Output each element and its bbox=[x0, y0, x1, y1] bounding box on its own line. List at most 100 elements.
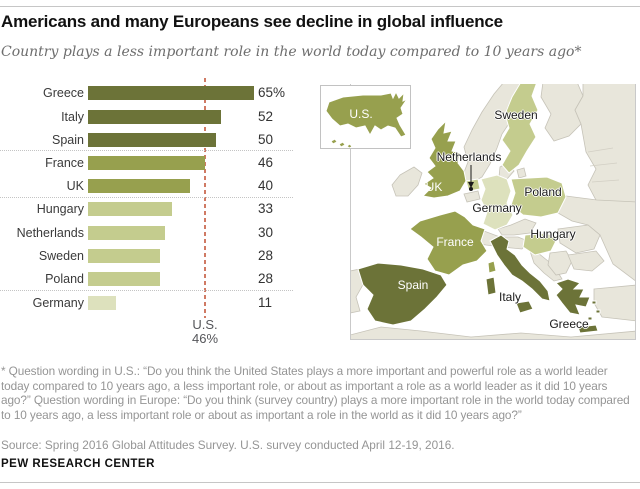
map-germany bbox=[480, 174, 514, 231]
us-reference-line bbox=[204, 78, 206, 318]
bar-row: France 46 bbox=[0, 156, 300, 170]
tier-separator bbox=[0, 290, 293, 291]
bar-value: 33 bbox=[258, 201, 274, 216]
page-subtitle: Country plays a less important role in t… bbox=[1, 44, 582, 60]
bar-label: Spain bbox=[52, 133, 84, 147]
bar-label: Poland bbox=[45, 272, 84, 286]
us-reference-label-line1: U.S. bbox=[192, 317, 218, 332]
map-corsica bbox=[487, 260, 497, 274]
map-label-germany: Germany bbox=[472, 201, 522, 215]
bar bbox=[88, 133, 216, 147]
map-label-italy: Italy bbox=[498, 290, 522, 304]
europe-map-shapes bbox=[351, 84, 635, 339]
us-reference-label-line2: 46% bbox=[191, 331, 219, 346]
bar-row: Sweden 28 bbox=[0, 249, 300, 263]
map-france bbox=[409, 210, 488, 276]
bar-row: Hungary 33 bbox=[0, 202, 300, 216]
footnote: * Question wording in U.S.: “Do you thin… bbox=[1, 364, 630, 422]
netherlands-dot bbox=[469, 187, 473, 191]
map-greek-islands bbox=[587, 300, 601, 321]
bar bbox=[88, 156, 205, 170]
map-turkey bbox=[593, 284, 635, 322]
map-label-sweden: Sweden bbox=[494, 108, 538, 122]
bar-row: Spain 50 bbox=[0, 133, 300, 147]
map-ireland bbox=[391, 166, 423, 197]
bar-label: Germany bbox=[32, 296, 84, 310]
us-reference-label: U.S. 46% bbox=[192, 318, 218, 346]
map-north-africa bbox=[351, 326, 635, 339]
map-netherlands bbox=[465, 178, 481, 192]
map-greece bbox=[555, 278, 591, 316]
map-czech bbox=[497, 218, 537, 236]
bar-label: France bbox=[45, 156, 84, 170]
map-label-netherlands: Netherlands bbox=[436, 150, 502, 164]
bar-label: Netherlands bbox=[16, 226, 84, 240]
europe-map: Sweden Netherlands UK Poland Germany Hun… bbox=[350, 84, 636, 340]
bar bbox=[88, 179, 190, 193]
bar-label: Italy bbox=[61, 110, 84, 124]
bar-label: Greece bbox=[43, 86, 84, 100]
map-label-spain: Spain bbox=[397, 278, 429, 292]
bar-value: 40 bbox=[258, 178, 274, 193]
bar-label: Hungary bbox=[36, 202, 84, 216]
map-ukraine bbox=[557, 195, 635, 281]
top-rule bbox=[0, 6, 640, 7]
bar-value: 46 bbox=[258, 155, 274, 170]
bar-value: 65% bbox=[258, 85, 286, 100]
bar bbox=[88, 249, 160, 263]
map-poland bbox=[510, 176, 567, 218]
map-label-hungary: Hungary bbox=[530, 227, 576, 241]
bar bbox=[88, 226, 165, 240]
bar bbox=[88, 272, 160, 286]
map-sweden bbox=[501, 84, 539, 174]
us-inset-map: U.S. bbox=[320, 85, 411, 149]
map-belgium bbox=[463, 190, 481, 203]
map-label-france: France bbox=[436, 235, 474, 249]
map-hungary bbox=[522, 232, 558, 256]
bar-label: Sweden bbox=[38, 249, 84, 263]
bar-row: Netherlands 30 bbox=[0, 226, 300, 240]
bar-chart: Greece 65% Italy 52 Spain 50 France 46 UK 40 … bbox=[0, 78, 300, 348]
map-russia-baltics bbox=[574, 84, 635, 203]
map-sicily bbox=[515, 300, 534, 314]
bar-value: 28 bbox=[258, 271, 274, 286]
map-italy bbox=[489, 234, 551, 302]
map-bulgaria bbox=[567, 250, 605, 272]
map-label-greece: Greece bbox=[549, 317, 589, 331]
tier-separator bbox=[0, 150, 293, 151]
hawaii-dots bbox=[330, 138, 353, 148]
map-serbia bbox=[547, 250, 573, 276]
bar-value: 30 bbox=[258, 225, 274, 240]
map-label-poland: Poland bbox=[524, 185, 562, 199]
bar-value: 52 bbox=[258, 109, 274, 124]
map-crete bbox=[577, 324, 599, 334]
bar-label: UK bbox=[66, 179, 84, 193]
bar-row: Italy 52 bbox=[0, 110, 300, 124]
bottom-rule bbox=[0, 482, 640, 483]
tier-separator bbox=[0, 197, 293, 198]
map-finland bbox=[540, 84, 584, 142]
source-line: Source: Spring 2016 Global Attitudes Sur… bbox=[1, 438, 455, 452]
page-title: Americans and many Europeans see decline… bbox=[1, 12, 503, 31]
bar bbox=[88, 296, 116, 310]
bar-row: UK 40 bbox=[0, 179, 300, 193]
bar-row: Germany 11 bbox=[0, 296, 300, 310]
us-silhouette bbox=[325, 90, 409, 148]
bar-row: Poland 28 bbox=[0, 272, 300, 286]
bar bbox=[88, 110, 221, 124]
map-label-uk: UK bbox=[425, 180, 443, 194]
map-romania bbox=[557, 224, 601, 254]
map-sardinia bbox=[485, 276, 497, 296]
map-spain bbox=[357, 262, 448, 326]
bar bbox=[88, 86, 254, 100]
map-label-us: U.S. bbox=[349, 107, 373, 121]
bar bbox=[88, 202, 172, 216]
map-uk bbox=[421, 119, 467, 199]
bar-value: 11 bbox=[258, 295, 273, 310]
bar-row: Greece 65% bbox=[0, 86, 300, 100]
netherlands-callout-arrow bbox=[468, 182, 474, 188]
bar-value: 28 bbox=[258, 248, 274, 263]
bar-value: 50 bbox=[258, 132, 274, 147]
brand-line: PEW RESEARCH CENTER bbox=[1, 458, 155, 470]
